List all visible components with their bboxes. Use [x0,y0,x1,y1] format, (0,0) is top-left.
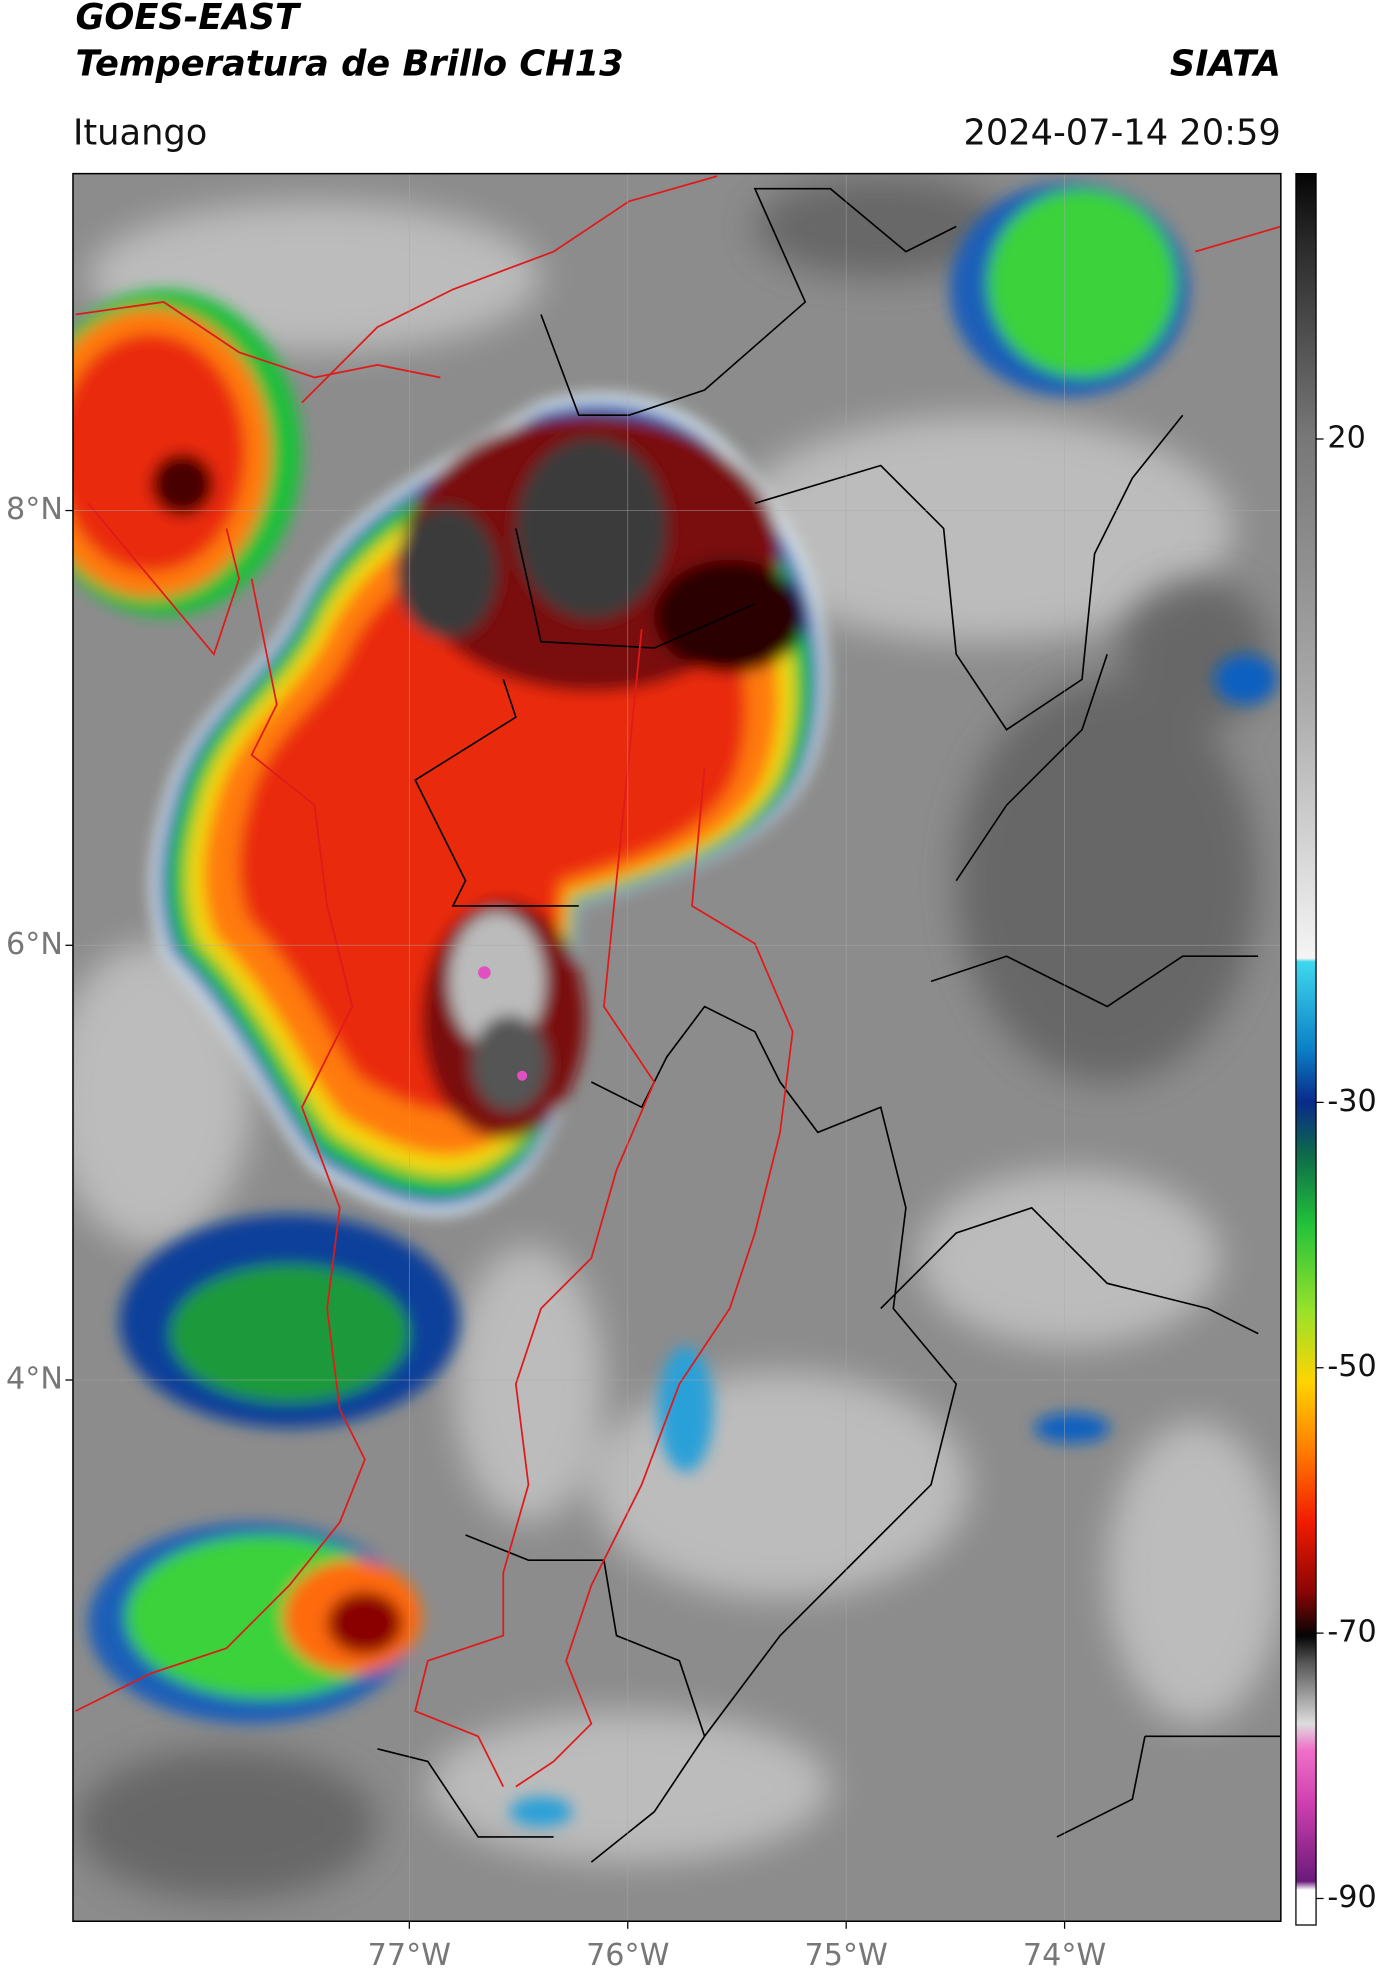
colorbar-label: -50 [1327,1349,1376,1384]
lon-label: 76°W [586,1938,669,1973]
lat-label: 4°N [6,1361,63,1396]
location: Ituango [73,113,207,154]
satellite-image [72,173,1281,1922]
colorbar-label: -90 [1327,1880,1376,1915]
lat-label: 8°N [6,492,63,527]
map-frame [72,172,1282,1922]
agency: SIATA [1170,43,1281,84]
colorbar-label: -70 [1327,1615,1376,1650]
colorbar [1295,172,1317,1926]
source: GOES-EAST [75,0,302,38]
lon-label: 74°W [1023,1938,1106,1973]
lat-label: 6°N [6,927,63,962]
colorbar-label: -30 [1327,1084,1376,1119]
product: Temperatura de Brillo CH13 [75,43,623,84]
colorbar-label: 20 [1327,420,1365,455]
graticule [72,173,1281,1922]
lon-label: 75°W [804,1938,887,1973]
datetime: 2024-07-14 20:59 [963,113,1280,154]
lon-label: 77°W [368,1938,451,1973]
